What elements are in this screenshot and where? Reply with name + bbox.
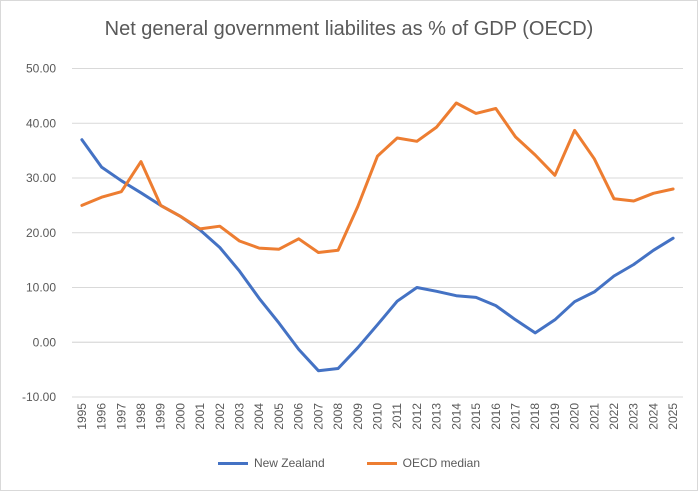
- legend-item-oecd-median: OECD median: [366, 456, 481, 470]
- x-tick-label: 1998: [134, 403, 148, 430]
- legend-label-new-zealand: New Zealand: [253, 456, 325, 470]
- x-tick-label: 2008: [331, 403, 345, 430]
- x-tick-label: 2013: [430, 403, 444, 430]
- x-tick-label: 2014: [449, 403, 463, 430]
- x-tick-label: 1999: [154, 403, 168, 430]
- x-tick-label: 1997: [114, 403, 128, 430]
- x-tick-label: 1995: [75, 403, 89, 430]
- x-tick-label: 2007: [311, 403, 325, 430]
- y-tick-label: -10.00: [22, 390, 56, 404]
- x-tick-label: 2023: [627, 403, 641, 430]
- x-axis-tick-labels: 1995 1996 1997 1998 1999 2000 2001 2002 2003 2004…: [75, 403, 680, 430]
- legend-item-new-zealand: New Zealand: [217, 456, 325, 470]
- legend-swatch-new-zealand: [217, 461, 248, 465]
- x-tick-label: 2018: [528, 403, 542, 430]
- x-tick-label: 2019: [548, 403, 562, 430]
- y-tick-label: 30.00: [26, 171, 56, 185]
- x-tick-label: 2012: [410, 403, 424, 430]
- series-line-oecd-median: [80, 101, 675, 254]
- x-tick-label: 2024: [646, 403, 660, 430]
- x-tick-label: 2020: [568, 403, 582, 430]
- x-tick-label: 2004: [252, 403, 266, 430]
- y-tick-label: 40.00: [26, 116, 56, 130]
- y-axis-tick-labels: -10.00 0.00 10.00 20.00 30.00 40.00 50.00: [22, 62, 56, 405]
- chart-title: Net general government liabilites as % o…: [104, 18, 594, 40]
- x-tick-label: 2002: [213, 403, 227, 430]
- x-tick-label: 2017: [508, 403, 522, 430]
- y-tick-label: 50.00: [26, 62, 56, 76]
- y-tick-label: 10.00: [26, 281, 56, 295]
- x-tick-label: 2011: [390, 403, 404, 429]
- x-tick-label: 2016: [489, 403, 503, 430]
- x-tick-label: 2010: [371, 403, 385, 430]
- x-tick-label: 2025: [666, 403, 680, 430]
- y-tick-label: 20.00: [26, 226, 56, 240]
- legend-swatch-oecd-median: [366, 461, 397, 465]
- x-tick-label: 2022: [607, 403, 621, 430]
- x-tick-label: 2000: [173, 403, 187, 430]
- x-tick-label: 2005: [272, 403, 286, 430]
- x-tick-label: 1996: [95, 403, 109, 430]
- x-tick-label: 2001: [193, 403, 207, 430]
- x-tick-label: 2015: [469, 403, 483, 430]
- x-tick-label: 2003: [233, 403, 247, 430]
- series-lines: [80, 101, 675, 373]
- x-tick-label: 2021: [587, 403, 601, 430]
- y-tick-label: 0.00: [33, 335, 57, 349]
- gridlines: [72, 68, 683, 398]
- legend-label-oecd-median: OECD median: [402, 456, 481, 470]
- x-tick-label: 2009: [351, 403, 365, 430]
- legend: New Zealand OECD median: [0, 456, 698, 470]
- series-line-new-zealand: [80, 138, 675, 373]
- x-tick-label: 2006: [292, 403, 306, 430]
